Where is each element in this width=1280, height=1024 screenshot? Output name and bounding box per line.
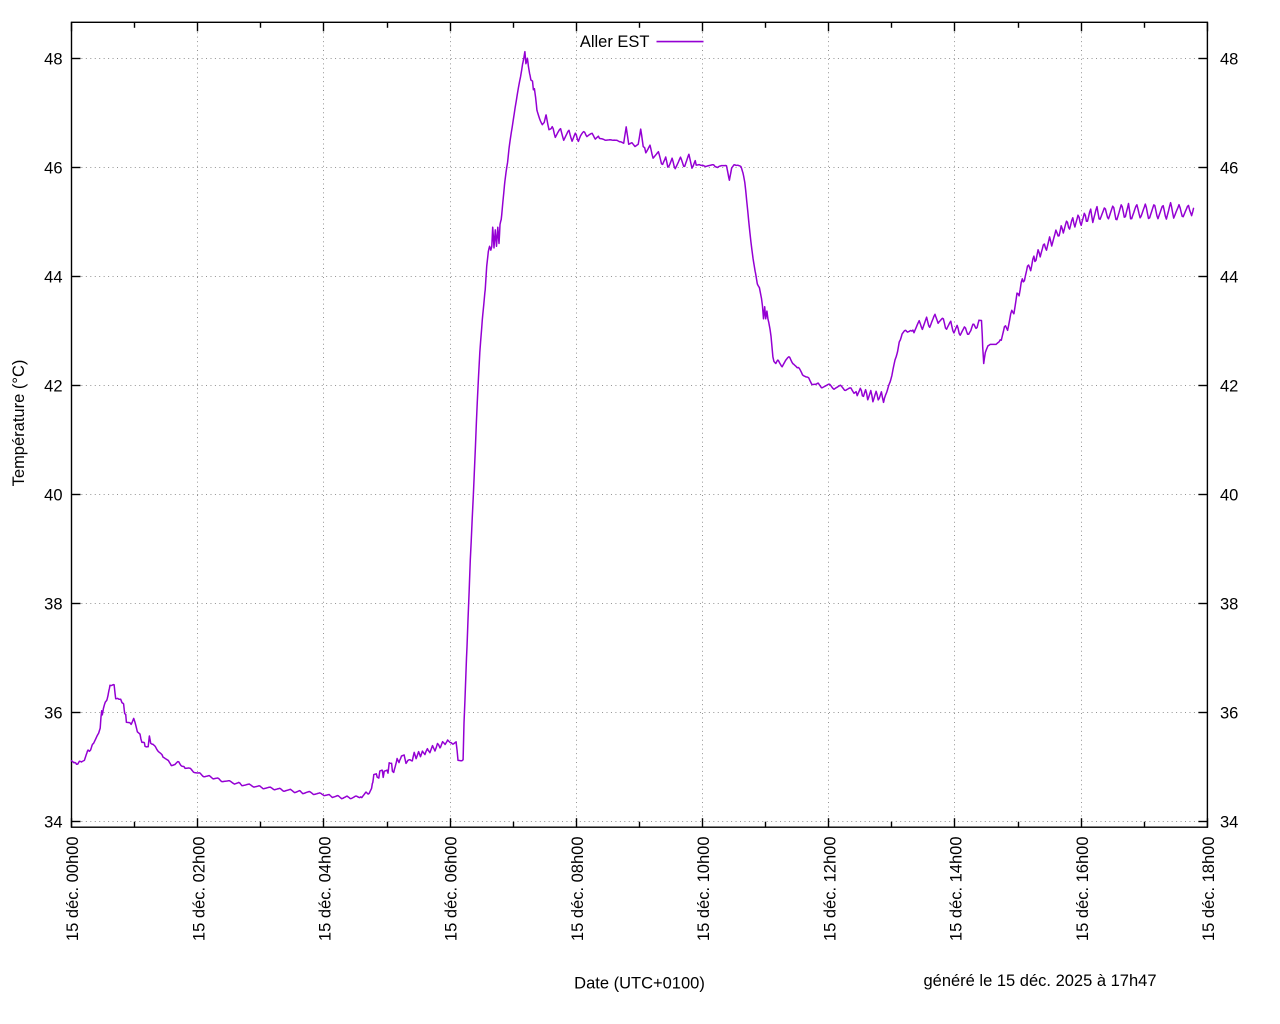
svg-text:48: 48 <box>1220 51 1238 69</box>
svg-text:36: 36 <box>44 705 62 723</box>
svg-text:Date (UTC+0100): Date (UTC+0100) <box>574 975 705 993</box>
svg-text:généré le 15 déc. 2025 à 17h47: généré le 15 déc. 2025 à 17h47 <box>923 972 1156 990</box>
svg-text:40: 40 <box>44 487 62 505</box>
svg-text:34: 34 <box>1220 814 1238 832</box>
svg-text:15 déc. 06h00: 15 déc. 06h00 <box>443 837 461 942</box>
svg-text:15 déc. 14h00: 15 déc. 14h00 <box>948 837 966 942</box>
svg-text:42: 42 <box>1220 378 1238 396</box>
svg-text:38: 38 <box>1220 596 1238 614</box>
svg-text:15 déc. 18h00: 15 déc. 18h00 <box>1200 837 1218 942</box>
svg-text:15 déc. 00h00: 15 déc. 00h00 <box>64 837 82 942</box>
svg-text:44: 44 <box>44 269 62 287</box>
svg-text:46: 46 <box>1220 160 1238 178</box>
svg-text:46: 46 <box>44 160 62 178</box>
svg-text:38: 38 <box>44 596 62 614</box>
svg-text:42: 42 <box>44 378 62 396</box>
svg-text:15 déc. 04h00: 15 déc. 04h00 <box>317 837 335 942</box>
svg-text:15 déc. 02h00: 15 déc. 02h00 <box>190 837 208 942</box>
svg-text:15 déc. 16h00: 15 déc. 16h00 <box>1074 837 1092 942</box>
svg-text:15 déc. 08h00: 15 déc. 08h00 <box>569 837 587 942</box>
svg-text:34: 34 <box>44 814 62 832</box>
svg-text:36: 36 <box>1220 705 1238 723</box>
svg-text:40: 40 <box>1220 487 1238 505</box>
svg-text:44: 44 <box>1220 269 1238 287</box>
svg-text:15 déc. 10h00: 15 déc. 10h00 <box>695 837 713 942</box>
svg-text:48: 48 <box>44 51 62 69</box>
svg-text:15 déc. 12h00: 15 déc. 12h00 <box>821 837 839 942</box>
svg-text:Aller EST: Aller EST <box>580 33 650 51</box>
svg-text:Température (°C): Température (°C) <box>10 360 28 487</box>
